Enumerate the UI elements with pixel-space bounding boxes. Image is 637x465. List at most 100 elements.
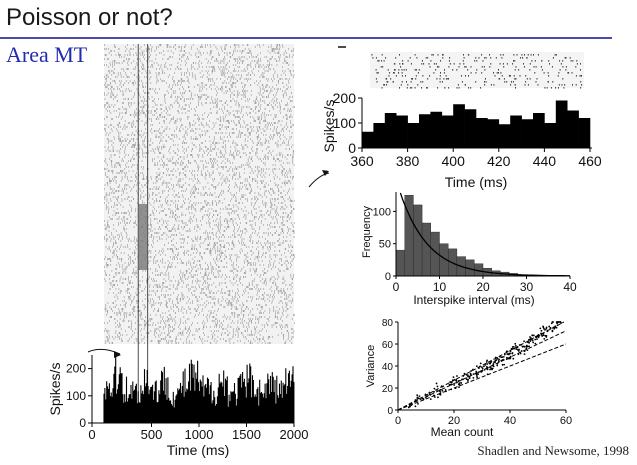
scatter-point — [475, 372, 477, 375]
scatter-point — [417, 402, 419, 405]
scatter-point — [540, 329, 543, 332]
psth-bar — [555, 100, 568, 148]
scatter-point — [494, 359, 497, 362]
x-tick-label: 460 — [578, 153, 602, 169]
scatter-point — [520, 343, 522, 346]
scatter-point — [545, 336, 548, 338]
scatter-point — [444, 389, 447, 391]
x-axis-label: Mean count — [431, 425, 494, 439]
scatter-point — [433, 387, 436, 390]
scatter-point — [536, 338, 538, 340]
y-tick-label: 40 — [382, 362, 394, 373]
scatter-point — [496, 356, 498, 359]
scatter-point — [529, 336, 531, 338]
psth-bar — [578, 118, 591, 148]
scatter-point — [502, 355, 505, 358]
psth-bar — [476, 118, 488, 148]
x-tick-label: 0 — [88, 427, 95, 442]
area-label: Area MT — [6, 42, 88, 67]
scatter-point — [512, 345, 515, 348]
scatter-point — [475, 365, 478, 368]
scatter-point — [486, 359, 489, 362]
isi-bar — [395, 249, 405, 277]
psth-bars — [103, 356, 295, 423]
scatter-point — [529, 340, 532, 342]
scatter-point — [515, 348, 518, 350]
exponential-fit-curve — [399, 192, 570, 277]
scatter-point — [489, 368, 491, 371]
scatter-point — [424, 393, 427, 396]
scatter-point — [463, 372, 466, 375]
scatter-point — [505, 350, 508, 353]
scatter-point — [526, 341, 529, 344]
scatter-point — [466, 380, 469, 382]
scatter-point — [523, 353, 526, 356]
scatter-point — [534, 338, 537, 341]
scatter-point — [455, 380, 458, 382]
scatter-point — [456, 375, 458, 377]
zoom-raster — [338, 46, 584, 89]
scatter-point — [410, 404, 413, 406]
scatter-point — [422, 397, 424, 400]
scatter-point — [525, 347, 528, 350]
scatter-point — [475, 374, 478, 377]
x-tick-label: 20 — [476, 280, 490, 294]
x-tick-label: 0 — [395, 415, 401, 427]
scatter-point — [450, 381, 453, 384]
y-tick-label: 20 — [382, 384, 394, 395]
psth-bar — [510, 115, 522, 148]
window-highlight-trial — [138, 204, 148, 270]
scatter-point — [531, 339, 534, 342]
scatter-point — [509, 355, 512, 358]
scatter-point — [418, 395, 421, 397]
scatter-point — [516, 346, 518, 349]
isi-bar — [421, 222, 432, 277]
scatter-point — [451, 379, 454, 382]
scatter-point — [486, 366, 489, 369]
psth-bar — [487, 119, 500, 148]
x-tick-label: 10 — [433, 280, 447, 294]
y-tick-label: 60 — [382, 340, 394, 351]
scatter-point — [555, 326, 558, 329]
scatter-point — [551, 321, 554, 323]
x-tick-label: 20 — [448, 415, 460, 427]
x-tick-label: 360 — [350, 153, 374, 169]
x-tick-label: 500 — [141, 427, 163, 442]
scatter-point — [461, 378, 463, 381]
scatter-point — [478, 365, 481, 368]
scatter-point — [485, 361, 488, 363]
y-tick-label: 0 — [387, 406, 393, 417]
slide-title: Poisson or not? — [6, 4, 173, 31]
scatter-point — [435, 382, 438, 385]
scatter-point — [542, 334, 545, 337]
scatter-point — [458, 379, 460, 382]
scatter-point — [416, 394, 419, 397]
psth-bar — [407, 123, 420, 148]
scatter-point — [529, 338, 531, 341]
psth-bar — [419, 114, 431, 148]
scatter-point — [472, 376, 475, 379]
scatter-point — [414, 399, 417, 401]
psth-bar — [498, 124, 511, 148]
psth-bar — [430, 111, 443, 148]
scatter-point — [470, 369, 473, 372]
zoom-raster-ticks — [371, 54, 583, 89]
scatter-point — [416, 397, 419, 400]
scatter-point — [445, 390, 447, 393]
scatter-point — [503, 363, 506, 366]
title-rule — [0, 37, 612, 39]
isi-bar — [413, 204, 423, 277]
scatter-point — [452, 376, 455, 379]
mt-raster — [104, 44, 295, 412]
scatter-point — [499, 355, 502, 358]
scatter-point — [512, 357, 515, 360]
raster-background — [104, 44, 294, 344]
x-tick-label: 40 — [504, 415, 516, 427]
scatter-point — [467, 378, 469, 381]
scatter-point — [491, 364, 494, 367]
scatter-point — [548, 325, 551, 328]
scatter-point — [496, 362, 499, 365]
scatter-point — [491, 368, 493, 371]
scatter-point — [429, 398, 432, 401]
scatter-point — [505, 358, 508, 361]
